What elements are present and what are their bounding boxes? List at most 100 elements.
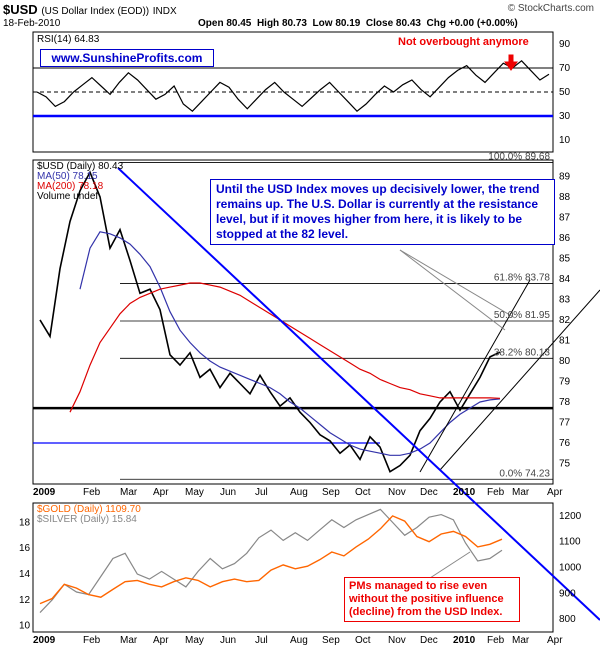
usd-price-line (39, 170, 501, 473)
change-label: Chg (426, 18, 446, 29)
chart-title: $USD (US Dollar Index (EOD)) INDX (3, 2, 177, 17)
fib-level-label: 61.8% 83.78 (494, 272, 551, 283)
close-label: Close (365, 18, 394, 29)
gold-tick-label: 1100 (559, 537, 581, 548)
usd-month-label: Nov (388, 487, 406, 498)
usd-month-label: Oct (355, 487, 371, 498)
usd-tick-label: 78 (559, 397, 571, 408)
usd-month-label: 2010 (453, 487, 476, 498)
pm-legend-entry: $SILVER (Daily) 15.84 (37, 514, 137, 525)
rsi-line (36, 59, 550, 113)
low-value: 80.19 (335, 18, 361, 29)
usd-month-label: Aug (290, 487, 308, 498)
usd-tick-label: 87 (559, 212, 571, 223)
usd-month-label: May (185, 487, 204, 498)
usd-legend-entry: MA(50) 78.15 (37, 171, 98, 182)
pm-legend-entry: $GOLD (Daily) 1109.70 (37, 504, 141, 515)
note-pointer-line (399, 249, 516, 319)
ticker-symbol: $USD (3, 2, 38, 17)
close-value: 80.43 (395, 18, 421, 29)
pm-month-label: May (185, 635, 204, 646)
usd-tick-label: 76 (559, 438, 571, 449)
note-pointer-line (399, 249, 506, 331)
pm-month-label: Apr (547, 635, 563, 646)
red-arrow-icon (504, 54, 518, 71)
silver-tick-label: 18 (19, 517, 31, 528)
chart-series (36, 59, 550, 614)
pm-month-label: Mar (120, 635, 138, 646)
rsi-tick-label: 30 (559, 111, 571, 122)
usd-tick-label: 82 (559, 315, 571, 326)
usd-month-label: Feb (487, 487, 505, 498)
pm-month-label: Apr (153, 635, 169, 646)
channel-lower-line (439, 289, 600, 471)
pm-annotation: PMs managed to rise even without the pos… (344, 577, 520, 622)
usd-trend-annotation: Until the USD Index moves up decisively … (210, 179, 555, 245)
usd-tick-label: 83 (559, 294, 571, 305)
gold-tick-label: 1000 (559, 563, 582, 574)
pm-month-label: 2009 (33, 635, 56, 646)
usd-legend-entry: $USD (Daily) 80.43 (37, 161, 124, 172)
exchange-label: INDX (152, 6, 177, 17)
usd-tick-label: 86 (559, 233, 571, 244)
chart-labels: 10 30 50 70 90 RSI(14) 64.83 75 76 77 78 79 80 81 82 8… (19, 34, 582, 646)
usd-month-label: Jun (220, 487, 236, 498)
rsi-tick-label: 70 (559, 63, 571, 74)
usd-month-label: Apr (153, 487, 169, 498)
pm-month-label: Mar (512, 635, 530, 646)
ohlc-readout: Open 80.45 High 80.73 Low 80.19 Close 80… (198, 18, 518, 29)
silver-tick-label: 10 (19, 621, 31, 632)
ma50-line (79, 231, 501, 456)
rsi-legend: RSI(14) 64.83 (37, 34, 100, 45)
usd-tick-label: 85 (559, 253, 571, 264)
pm-month-label: Nov (388, 635, 406, 646)
usd-tick-label: 75 (559, 458, 571, 469)
fib-level-label: 0.0% 74.23 (499, 468, 550, 479)
usd-month-label: Jul (255, 487, 268, 498)
ticker-description: (US Dollar Index (EOD)) (41, 6, 150, 17)
usd-month-label: Dec (420, 487, 438, 498)
usd-tick-label: 79 (559, 376, 571, 387)
pm-month-label: Dec (420, 635, 438, 646)
pm-month-label: Feb (487, 635, 505, 646)
open-label: Open (198, 18, 224, 29)
usd-tick-label: 89 (559, 171, 571, 182)
ma200-line (69, 282, 501, 413)
gold-tick-label: 900 (559, 588, 576, 599)
rsi-tick-label: 50 (559, 87, 571, 98)
gold-tick-label: 800 (559, 614, 576, 625)
high-label: High (256, 18, 280, 29)
silver-line (39, 508, 503, 614)
usd-tick-label: 84 (559, 274, 571, 285)
chart-overlays (117, 54, 600, 621)
usd-month-label: Sep (322, 487, 340, 498)
usd-tick-label: 88 (559, 192, 571, 203)
pm-month-label: Jul (255, 635, 268, 646)
usd-month-label: Mar (120, 487, 138, 498)
rsi-tick-label: 90 (559, 39, 571, 50)
silver-tick-label: 14 (19, 569, 31, 580)
silver-tick-label: 16 (19, 543, 31, 554)
open-value: 80.45 (226, 18, 252, 29)
silver-tick-label: 12 (19, 595, 31, 606)
pm-month-label: 2010 (453, 635, 476, 646)
not-overbought-annotation: Not overbought anymore (398, 36, 529, 48)
usd-tick-label: 77 (559, 417, 571, 428)
rsi-tick-label: 10 (559, 135, 571, 146)
usd-downtrend-line (117, 167, 600, 621)
fib-level-label: 100.0% 89.68 (488, 151, 550, 162)
reference-levels (33, 67, 553, 480)
usd-tick-label: 81 (559, 335, 571, 346)
high-value: 80.73 (281, 18, 307, 29)
pm-month-label: Oct (355, 635, 371, 646)
low-label: Low (312, 18, 333, 29)
channel-upper-line (419, 279, 531, 473)
usd-tick-label: 80 (559, 356, 571, 367)
usd-legend-entry: MA(200) 78.18 (37, 181, 104, 192)
stockcharts-credit: © StockCharts.com (507, 3, 594, 14)
usd-month-label: Mar (512, 487, 530, 498)
pm-month-label: Aug (290, 635, 308, 646)
fib-level-label: 50.0% 81.95 (494, 310, 551, 321)
pm-month-label: Jun (220, 635, 236, 646)
